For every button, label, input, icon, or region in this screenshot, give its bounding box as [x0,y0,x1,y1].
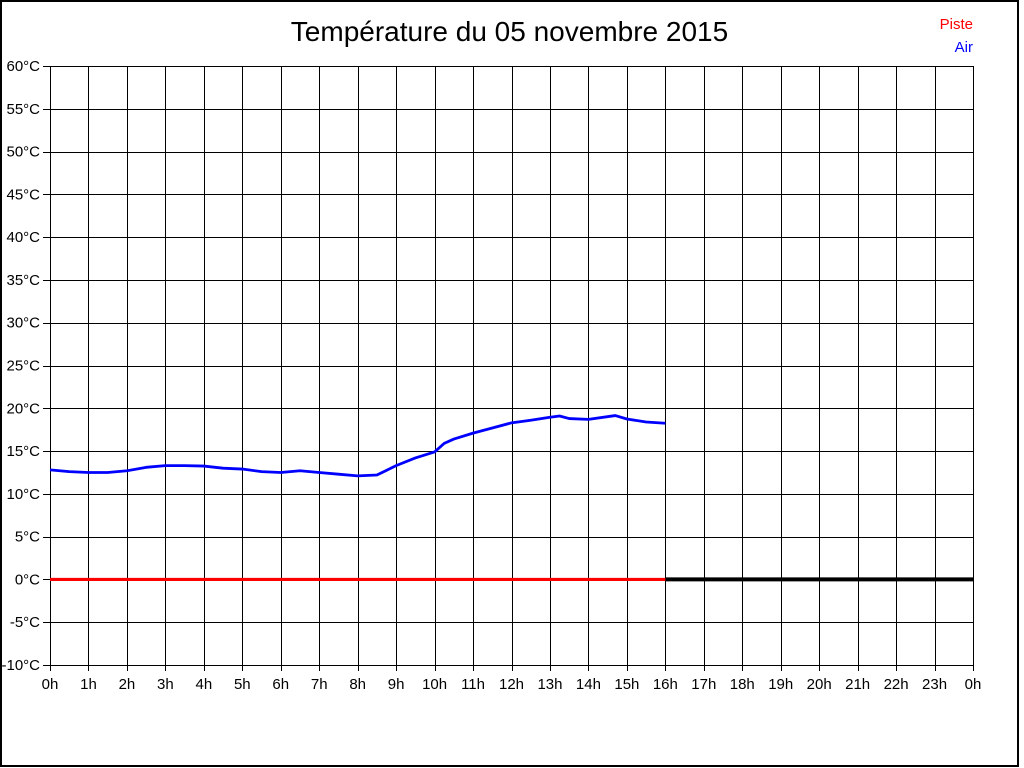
x-tick-label: 8h [349,676,366,693]
x-tick-label: 14h [576,676,601,693]
x-tick-label: 12h [499,676,524,693]
x-tick-label: 13h [537,676,562,693]
x-tick-label: 7h [311,676,328,693]
legend-item-piste: Piste [939,16,973,33]
x-tick-label: 10h [422,676,447,693]
x-tick-label: 17h [691,676,716,693]
y-tick-label: 60°C [6,58,40,75]
x-tick-label: 22h [884,676,909,693]
x-tick-label: 19h [768,676,793,693]
y-tick-label: 55°C [6,101,40,118]
x-tick-label: 11h [461,676,485,693]
y-tick-label: 40°C [6,229,40,246]
x-tick-label: 1h [80,676,97,693]
chart-title: Température du 05 novembre 2015 [290,16,729,47]
y-tick-label: -5°C [10,614,40,631]
x-tick-label: 21h [845,676,870,693]
legend: Piste Air [940,13,973,59]
x-tick-label: 18h [730,676,755,693]
y-tick-label: 35°C [6,272,40,289]
x-tick-label: 9h [388,676,405,693]
y-tick-label: 5°C [15,529,40,546]
x-tick-label: 0h [42,676,59,693]
x-tick-label: 6h [272,676,289,693]
x-tick-label: 23h [922,676,947,693]
series-Air [49,414,666,478]
y-tick-label: 30°C [6,315,40,332]
y-tick-label: 25°C [6,358,40,375]
y-tick-label: 10°C [6,486,40,503]
y-tick-label: 45°C [6,186,40,203]
x-tick-label: 3h [157,676,174,693]
x-tick-label: 15h [614,676,639,693]
x-tick-label: 0h [965,676,982,693]
x-tick-label: 5h [234,676,251,693]
x-tick-label: 2h [119,676,136,693]
y-tick-label: -10°C [1,657,40,674]
x-tick-label: 4h [195,676,212,693]
y-tick-label: 20°C [6,400,40,417]
x-tick-label: 16h [653,676,678,693]
y-tick-label: 50°C [6,144,40,161]
x-tick-label: 20h [807,676,832,693]
legend-item-air: Air [954,39,973,56]
y-tick-label: 0°C [15,571,40,588]
y-tick-label: 15°C [6,443,40,460]
